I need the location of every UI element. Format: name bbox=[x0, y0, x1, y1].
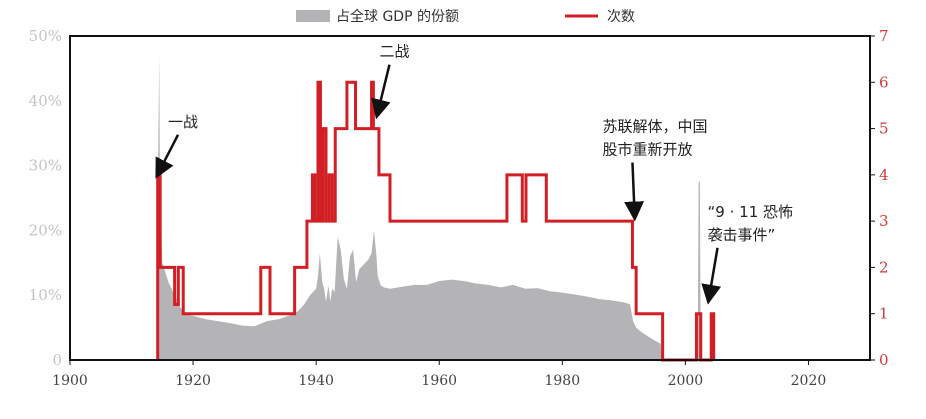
gdp-share-area bbox=[157, 55, 701, 360]
x-tick-label: 1920 bbox=[175, 373, 211, 389]
right-tick-label: 6 bbox=[879, 73, 889, 91]
left-tick-label: 10% bbox=[29, 286, 62, 304]
gdp-share-area-series bbox=[157, 55, 701, 360]
legend-area-swatch bbox=[296, 10, 330, 22]
x-tick-label: 1900 bbox=[52, 373, 88, 389]
annotation-arrow bbox=[155, 134, 180, 179]
legend-area-label: 占全球 GDP 的份额 bbox=[336, 8, 459, 25]
right-tick-label: 1 bbox=[879, 305, 889, 323]
x-tick-label: 1960 bbox=[421, 373, 457, 389]
annotation: 一战 bbox=[155, 113, 198, 179]
x-tick-label: 1940 bbox=[298, 373, 334, 389]
left-tick-label: 0 bbox=[52, 351, 62, 369]
right-tick-label: 2 bbox=[879, 258, 889, 276]
left-tick-label: 20% bbox=[29, 221, 62, 239]
right-tick-label: 3 bbox=[879, 212, 889, 230]
left-axis: 0 10% 20% 30% 40% 50% bbox=[29, 27, 62, 369]
annotation-label: 二战 bbox=[379, 43, 409, 61]
count-step-line bbox=[156, 80, 716, 362]
left-tick-label: 30% bbox=[29, 157, 62, 175]
annotation-label: “9 · 11 恐怖 bbox=[708, 203, 793, 221]
annotation-label: 股市重新开放 bbox=[602, 141, 692, 159]
x-axis: 1900 1920 1940 1960 1980 2000 2020 bbox=[52, 360, 826, 389]
annotation-arrow bbox=[624, 162, 645, 222]
right-axis: 0 1 2 3 4 5 6 7 bbox=[870, 27, 889, 369]
left-tick-label: 40% bbox=[29, 92, 62, 110]
right-tick-label: 7 bbox=[879, 27, 889, 45]
x-tick-label: 2000 bbox=[668, 373, 704, 389]
annotation-label: 一战 bbox=[168, 113, 198, 131]
left-tick-label: 50% bbox=[29, 27, 62, 45]
annotation-label: 苏联解体，中国 bbox=[602, 118, 707, 136]
right-tick-label: 0 bbox=[879, 351, 889, 369]
x-tick-label: 2020 bbox=[791, 373, 827, 389]
x-tick-label: 1980 bbox=[544, 373, 580, 389]
annotation-arrow bbox=[371, 64, 391, 120]
legend-line-label: 次数 bbox=[607, 9, 635, 25]
annotation: 二战 bbox=[371, 43, 409, 120]
right-tick-label: 4 bbox=[879, 166, 889, 184]
count-line-series bbox=[156, 80, 716, 362]
right-tick-label: 5 bbox=[879, 120, 889, 138]
plot-frame bbox=[69, 35, 871, 361]
annotation-label: 袭击事件” bbox=[708, 226, 776, 244]
legend: 占全球 GDP 的份额 次数 bbox=[296, 8, 635, 25]
annotation-arrow bbox=[701, 247, 722, 305]
